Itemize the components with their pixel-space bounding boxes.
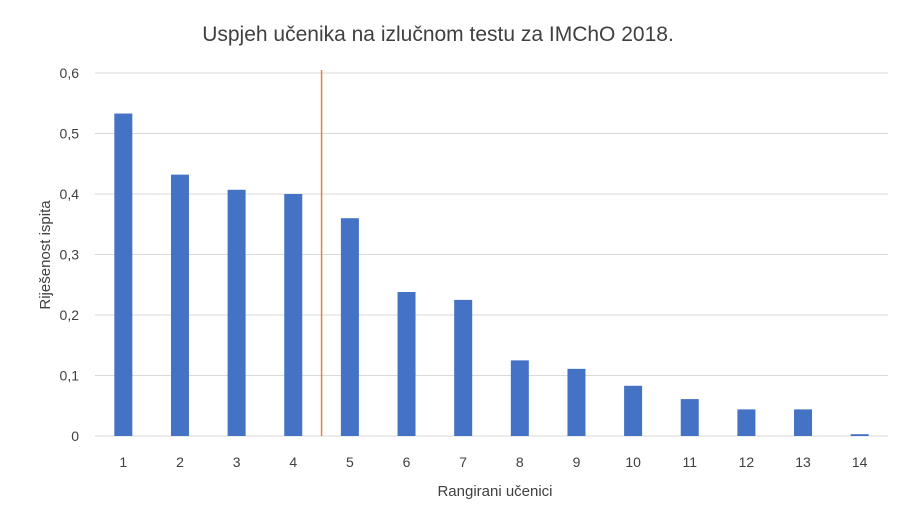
x-tick-label: 4 xyxy=(289,454,297,470)
y-tick-label: 0,6 xyxy=(60,65,80,81)
bar xyxy=(227,189,246,436)
bar xyxy=(454,299,473,436)
bar xyxy=(284,194,303,436)
gridlines xyxy=(95,72,888,437)
x-tick-label: 8 xyxy=(516,454,524,470)
bar xyxy=(680,399,699,436)
x-tick-label: 10 xyxy=(625,454,641,470)
x-tick-label: 14 xyxy=(852,454,868,470)
y-tick-label: 0,3 xyxy=(60,247,80,263)
x-tick-label: 9 xyxy=(573,454,581,470)
chart-title: Uspjeh učenika na izlučnom testu za IMCh… xyxy=(202,23,674,46)
x-tick-label: 6 xyxy=(403,454,411,470)
y-tick-label: 0,4 xyxy=(60,186,80,202)
y-tick-label: 0,2 xyxy=(60,307,80,323)
bar xyxy=(114,113,133,436)
x-tick-label: 1 xyxy=(119,454,127,470)
bar xyxy=(170,174,189,436)
bar xyxy=(794,409,813,436)
x-tick-label: 5 xyxy=(346,454,354,470)
x-tick-label: 11 xyxy=(682,454,697,470)
bar xyxy=(397,292,416,436)
bar xyxy=(624,385,643,436)
y-tick-label: 0,1 xyxy=(60,368,80,384)
y-axis-label: Riješenost ispita xyxy=(37,200,54,310)
y-tick-label: 0,5 xyxy=(60,126,80,142)
bar xyxy=(340,218,359,436)
x-axis-ticks: 1 2 3 4 5 6 7 8 9 10 11 12 13 14 xyxy=(119,454,867,470)
y-tick-label: 0 xyxy=(71,428,79,444)
x-tick-label: 12 xyxy=(739,454,755,470)
x-tick-label: 3 xyxy=(233,454,241,470)
x-tick-label: 7 xyxy=(459,454,467,470)
bar xyxy=(510,360,529,436)
x-tick-label: 2 xyxy=(176,454,184,470)
y-axis-ticks: 0 0,1 0,2 0,3 0,4 0,5 0,6 xyxy=(60,65,80,444)
bar xyxy=(567,368,586,436)
x-tick-label: 13 xyxy=(795,454,811,470)
bar xyxy=(850,434,869,436)
bar xyxy=(737,409,756,436)
bars xyxy=(114,113,869,436)
x-axis-label: Rangirani učenici xyxy=(437,483,552,500)
